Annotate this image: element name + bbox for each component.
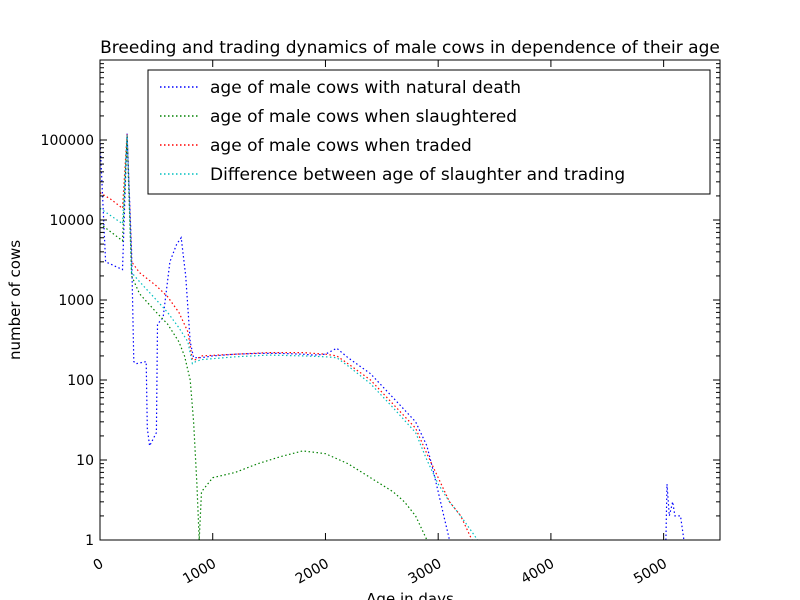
legend-label: Difference between age of slaughter and … [210, 165, 625, 185]
y-tick-label: 100 [67, 373, 94, 389]
legend-label: age of male cows with natural death [210, 78, 521, 98]
y-tick-label: 1000 [58, 293, 94, 309]
x-tick-label: 2000 [293, 556, 332, 588]
y-axis: 1 10 100 1000 10000 100000 [41, 63, 720, 549]
legend-box [147, 69, 711, 195]
y-tick-label: 10 [76, 453, 94, 469]
x-tick-label: 5000 [631, 556, 670, 588]
series-line-3 [99, 135, 479, 541]
x-tick-label: 0 [91, 556, 107, 574]
x-axis-label: Age in days [366, 590, 454, 600]
y-tick-label: 1 [85, 533, 94, 549]
legend-label: age of male cows when traded [210, 136, 472, 156]
legend-label: age of male cows when slaughtered [210, 107, 517, 127]
y-tick-label: 100000 [41, 133, 94, 149]
y-axis-label: number of cows [6, 240, 24, 360]
y-tick-label: 10000 [49, 213, 94, 229]
legend: age of male cows with natural death age o… [147, 69, 711, 195]
series-layer [99, 133, 685, 541]
x-tick-label: 4000 [518, 556, 557, 588]
x-tick-label: 1000 [180, 556, 219, 588]
x-tick-label: 3000 [406, 556, 445, 588]
chart-title: Breeding and trading dynamics of male co… [100, 38, 720, 58]
